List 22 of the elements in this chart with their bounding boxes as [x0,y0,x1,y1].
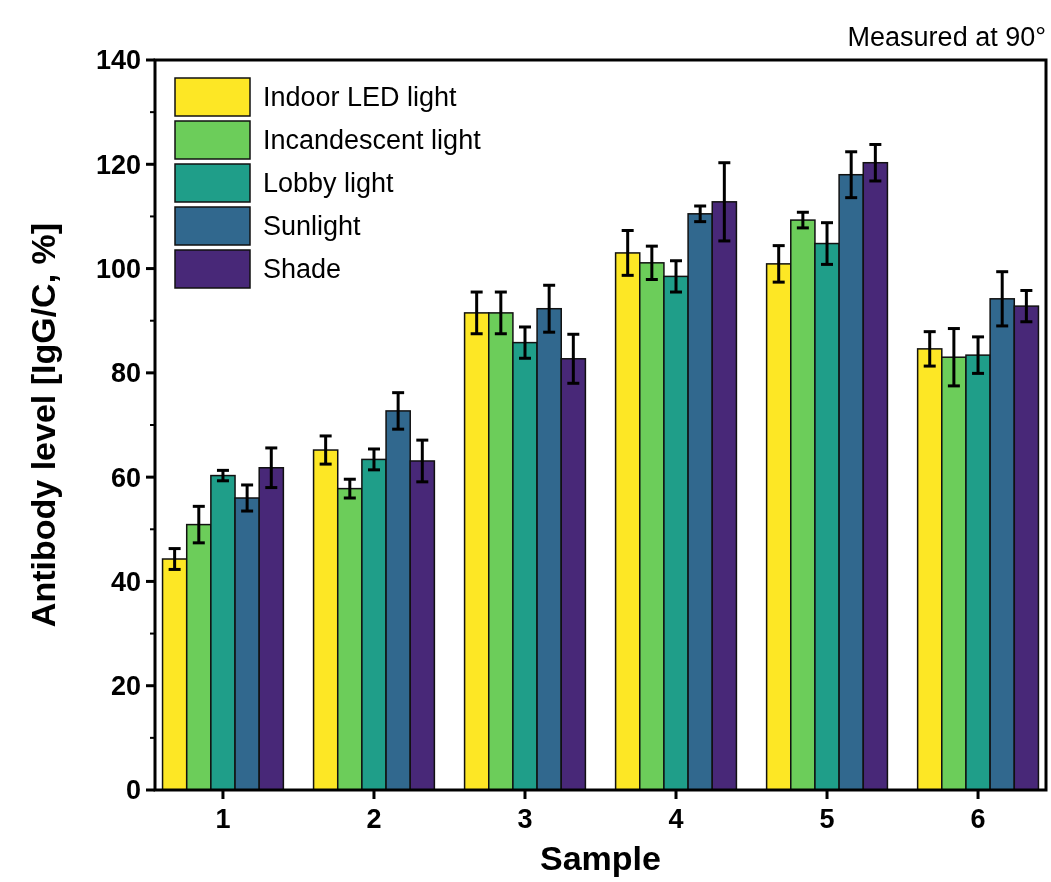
legend-label: Incandescent light [263,125,482,156]
y-tick-label: 0 [125,775,141,806]
x-tick-label: 5 [819,804,835,834]
y-tick-label: 20 [110,671,141,702]
y-tick-label: 120 [95,149,141,180]
y-tick-label: 60 [110,462,141,493]
y-tick-label: 40 [110,566,141,597]
text: Measured at 90° [847,22,1046,52]
y-tick-label: 100 [95,254,141,285]
legend-label: Indoor LED light [263,82,458,113]
legend-label: Shade [263,254,342,285]
x-tick-label: 6 [970,804,986,834]
x-tick-label: 4 [668,804,684,834]
y-axis-title: Antibody level [IgG/C, %] [24,222,62,628]
legend-label: Lobby light [263,168,395,199]
x-tick-label: 1 [215,804,231,834]
legend-label: Sunlight [263,211,362,242]
y-tick-label: 140 [95,45,141,76]
x-tick-label: 3 [517,804,533,834]
y-tick-label: 80 [110,358,141,389]
x-axis-title: Sample [540,839,661,877]
x-tick-label: 2 [366,804,382,834]
